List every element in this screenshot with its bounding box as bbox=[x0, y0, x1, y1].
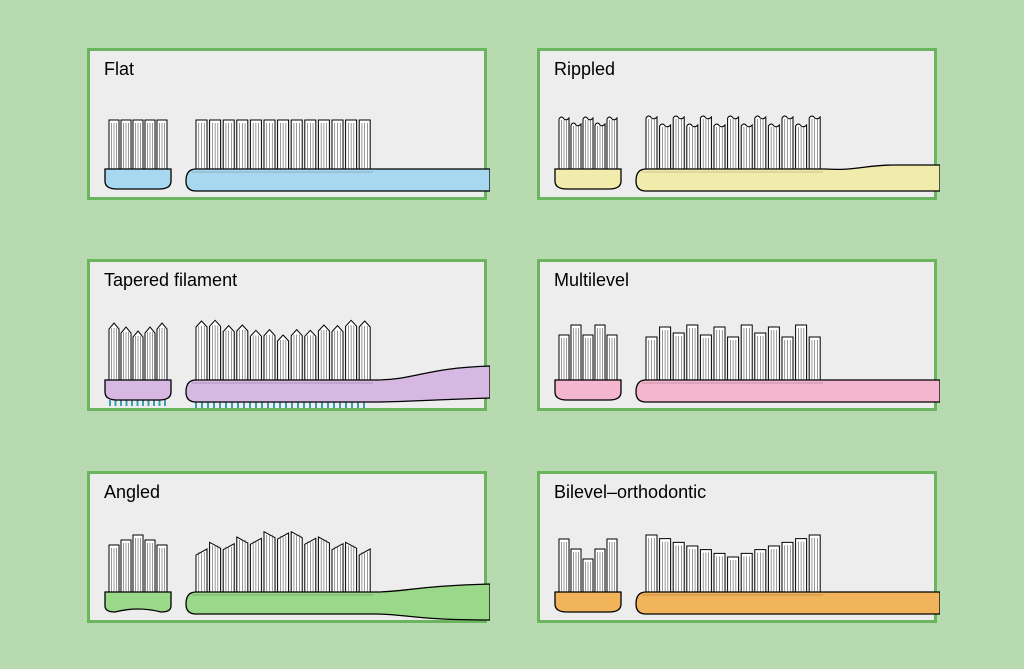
brush-illustration bbox=[540, 474, 940, 626]
panel-bilevel: Bilevel–orthodontic bbox=[537, 471, 937, 623]
panel-rippled: Rippled bbox=[537, 48, 937, 200]
panel-flat: Flat bbox=[87, 48, 487, 200]
brush-illustration bbox=[90, 51, 490, 203]
brush-illustration bbox=[540, 262, 940, 414]
brush-illustration bbox=[540, 51, 940, 203]
brush-illustration bbox=[90, 474, 490, 626]
panel-tapered: Tapered filament bbox=[87, 259, 487, 411]
brush-illustration bbox=[90, 262, 490, 414]
panel-angled: Angled bbox=[87, 471, 487, 623]
page: Flat Rippled Tapered filament Multilevel Ang… bbox=[0, 0, 1024, 669]
panel-multi: Multilevel bbox=[537, 259, 937, 411]
